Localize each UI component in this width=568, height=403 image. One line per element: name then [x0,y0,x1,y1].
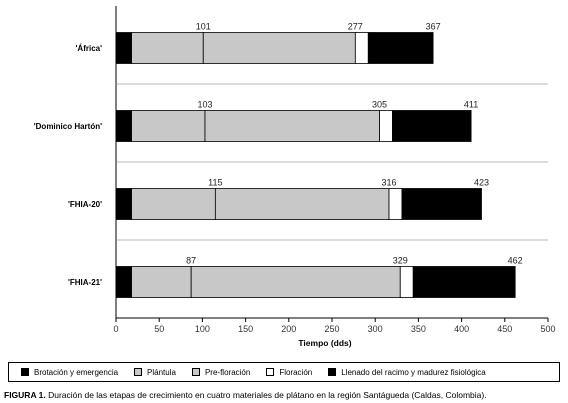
bar-segment [354,32,369,64]
bar-segment [115,32,132,64]
bar-segment [392,110,472,142]
data-label: 277 [348,22,363,32]
data-label: 103 [197,100,212,110]
bar-segment [388,188,403,220]
legend-label: Brotación y emergencia [34,367,119,377]
category-label: 'África' [76,44,103,53]
bar-segment [190,266,401,298]
bar-segment [131,32,204,64]
figure-caption: FIGURA 1. Duración de las etapas de crec… [4,390,487,400]
data-label: 115 [208,178,222,188]
bar-segment [131,110,206,142]
bar-segment [115,110,132,142]
x-tick-label: 300 [368,324,383,334]
category-label: 'FHIA-21' [68,278,102,287]
bar-segment [131,266,192,298]
bar-segment [367,32,434,64]
legend-swatch [191,368,200,376]
legend-label: Pre-floración [204,367,251,377]
data-label: 411 [464,100,478,110]
legend-item: Floración [266,368,312,377]
category-label: 'FHIA-20' [68,200,102,209]
legend-item: Plántula [134,368,176,377]
data-label: 316 [382,178,397,188]
bar-segment [204,110,380,142]
bar-chart: 0 50 100 150 200 250 300 350 400 450 500 Tiempo (dd… [34,6,556,348]
bar-segment [115,188,132,220]
legend-label: Plántula [147,367,176,377]
bar-segment [412,266,516,298]
legend-item: Brotación y emergencia [21,368,118,377]
legend-swatch [21,368,29,376]
category-label: 'Dominico Hartón' [34,122,102,131]
caption-text: Duración de las etapas de crecimiento en… [48,390,487,400]
legend-label: Floración [279,367,313,377]
x-tick-label: 250 [324,324,339,334]
x-tick-label: 50 [154,324,164,334]
x-tick-label: 400 [454,324,469,334]
legend-swatch [266,368,275,376]
data-label: 462 [508,256,523,266]
bar-segment [202,32,356,64]
data-label: 423 [474,178,489,188]
chart-legend: Brotación y emergencia Plántula Pre-florac… [8,362,560,382]
data-label: 367 [426,22,441,32]
legend-swatch [328,368,337,376]
x-tick-label: 200 [281,324,296,334]
bar-segment [401,188,482,220]
x-tick-label: 0 [113,324,118,334]
x-tick-label: 500 [540,324,555,334]
x-tick-label: 100 [195,324,210,334]
bar-segment [399,266,414,298]
bar-segment [214,188,390,220]
x-tick-label: 450 [497,324,512,334]
x-axis-title: Tiempo (dds) [298,338,351,348]
legend-swatch [134,368,143,376]
x-tick-label: 150 [238,324,253,334]
legend-label: Llenado del racimo y madurez fisiológica [341,367,486,377]
bar-segment [115,266,132,298]
legend-item: Pre-floración [191,367,251,377]
bar-segment [131,188,216,220]
data-label: 329 [393,256,408,266]
data-label: 305 [372,100,387,110]
data-label: 101 [196,22,211,32]
x-tick-label: 350 [411,324,426,334]
caption-prefix: FIGURA 1. [4,390,46,400]
data-label: 87 [186,256,196,266]
bar-segment [379,110,393,142]
legend-item: Llenado del racimo y madurez fisiológica [328,368,486,377]
